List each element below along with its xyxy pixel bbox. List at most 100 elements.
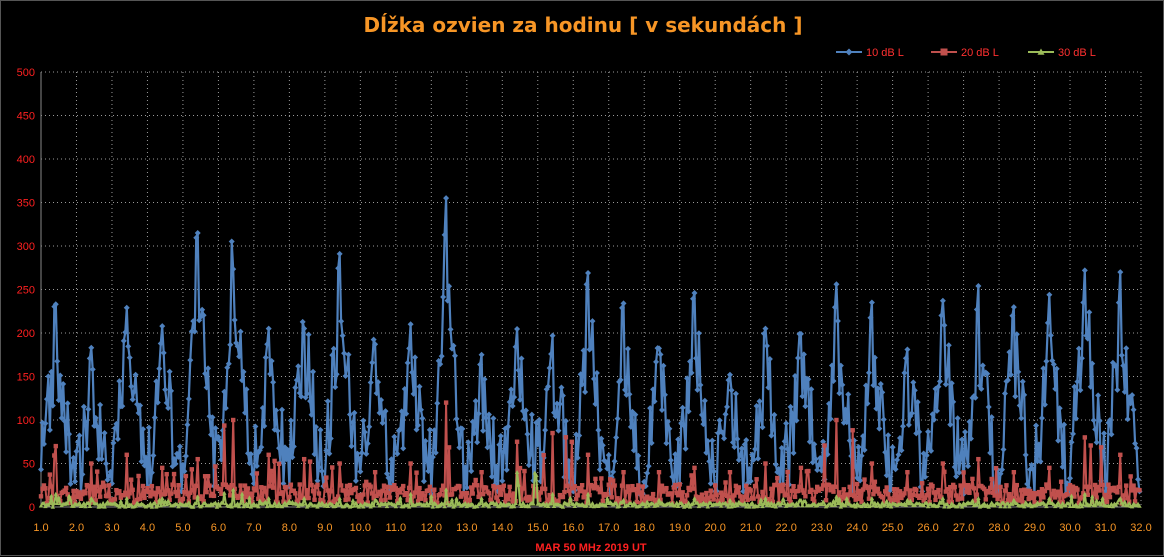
data-point xyxy=(549,332,556,339)
data-point xyxy=(836,390,843,397)
data-point xyxy=(871,491,876,497)
data-point xyxy=(43,396,50,403)
data-point xyxy=(630,447,637,454)
data-point xyxy=(1106,482,1111,487)
data-point xyxy=(344,365,351,372)
data-point xyxy=(922,474,929,481)
data-point xyxy=(546,365,553,372)
data-point xyxy=(970,476,975,482)
data-point xyxy=(117,504,122,509)
data-point xyxy=(228,238,235,245)
data-point xyxy=(1021,487,1027,492)
data-point xyxy=(974,502,980,507)
data-point xyxy=(301,456,307,462)
data-point xyxy=(387,495,393,500)
data-point xyxy=(431,427,438,434)
data-point xyxy=(362,483,367,488)
data-point xyxy=(185,395,192,402)
data-point xyxy=(1120,362,1127,369)
data-point xyxy=(239,491,245,496)
data-point xyxy=(566,502,572,507)
data-point xyxy=(454,496,459,501)
data-point xyxy=(721,492,727,497)
data-point xyxy=(1030,466,1037,473)
data-point xyxy=(820,483,826,488)
data-point xyxy=(103,501,109,506)
data-point xyxy=(733,483,739,489)
data-point xyxy=(324,398,331,405)
data-point xyxy=(128,383,135,390)
data-point xyxy=(352,477,359,484)
data-point xyxy=(459,425,466,432)
data-point xyxy=(815,484,820,490)
data-point xyxy=(526,494,532,500)
data-point xyxy=(298,393,305,400)
data-point xyxy=(355,455,362,462)
data-point xyxy=(814,467,821,474)
data-point xyxy=(605,496,610,501)
data-point xyxy=(754,477,759,482)
data-point xyxy=(738,445,745,452)
data-point xyxy=(820,499,826,504)
data-point xyxy=(865,369,872,376)
data-point xyxy=(1038,415,1045,422)
data-point xyxy=(306,503,311,508)
data-point xyxy=(456,444,463,451)
data-point xyxy=(1045,485,1051,491)
data-point xyxy=(1009,312,1016,319)
data-point xyxy=(894,456,901,463)
data-point xyxy=(50,504,56,509)
data-point xyxy=(752,446,759,453)
x-tick-label: 14.0 xyxy=(492,522,513,534)
data-point xyxy=(548,350,555,357)
data-point xyxy=(650,386,657,393)
data-point xyxy=(242,483,248,488)
data-point xyxy=(464,504,470,509)
data-point xyxy=(274,427,281,434)
data-point xyxy=(1112,362,1119,369)
data-point xyxy=(464,490,470,496)
data-point xyxy=(684,375,691,382)
data-point xyxy=(465,439,472,446)
x-tick-label: 22.0 xyxy=(775,522,796,534)
data-point xyxy=(925,428,932,435)
data-point xyxy=(65,492,70,497)
data-point xyxy=(905,470,910,475)
data-point xyxy=(761,501,767,506)
data-point xyxy=(1100,496,1105,501)
x-tick-label: 10.0 xyxy=(350,522,371,534)
data-point xyxy=(333,371,340,378)
data-point xyxy=(784,446,791,453)
data-point xyxy=(47,500,53,505)
data-point xyxy=(1039,487,1045,492)
data-point xyxy=(187,357,194,364)
data-point xyxy=(262,354,269,361)
data-point xyxy=(940,48,948,56)
data-point xyxy=(544,501,549,506)
data-point xyxy=(520,486,526,491)
data-point xyxy=(806,468,811,474)
data-point xyxy=(921,503,926,508)
data-point xyxy=(420,478,427,485)
data-point xyxy=(545,504,551,509)
data-point xyxy=(110,439,117,446)
data-point xyxy=(935,383,942,390)
data-point xyxy=(427,484,433,490)
data-point xyxy=(884,485,889,490)
data-point xyxy=(374,498,379,503)
data-point xyxy=(164,471,169,477)
data-point xyxy=(924,493,929,498)
data-point xyxy=(687,504,693,509)
data-point xyxy=(746,504,752,509)
data-point xyxy=(361,429,368,436)
data-point xyxy=(735,456,742,463)
data-point xyxy=(679,404,686,411)
data-point xyxy=(40,486,45,491)
data-point xyxy=(904,346,911,353)
data-point xyxy=(303,495,308,501)
data-point xyxy=(470,491,475,496)
data-point xyxy=(176,483,181,488)
data-point xyxy=(936,487,941,493)
data-point xyxy=(403,410,410,417)
data-point xyxy=(446,283,453,290)
